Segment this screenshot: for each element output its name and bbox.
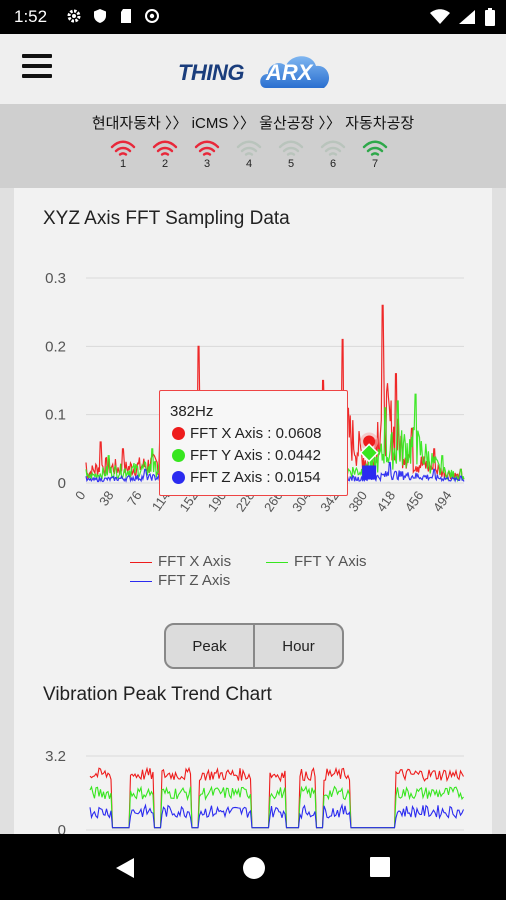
trend-line-x [89,766,464,829]
sensor-number: 3 [203,158,211,170]
wifi-signal-icon [362,140,388,156]
sensor-7[interactable]: 7 [360,140,390,170]
x-tick-label: 380 [345,488,370,514]
tooltip-y-value: FFT Y Axis : 0.0442 [190,447,321,464]
y-tick-label: 0.3 [45,270,66,287]
x-tick-label: 418 [374,488,399,514]
sensor-5[interactable]: 5 [276,140,306,170]
z-axis-dot-icon [172,471,185,484]
y-axis-dot-icon [172,449,185,462]
wifi-signal-icon [278,140,304,156]
hour-button[interactable]: Hour [255,625,342,667]
logo-text-thing: THING [178,60,244,85]
breadcrumb: 현대자동차 〉〉 iCMS 〉〉 울산공장 〉〉 자동차공장 [91,115,415,132]
home-icon[interactable] [242,856,266,880]
signal-icon [458,9,476,30]
sensor-number: 4 [245,158,253,170]
trend-chart-title: Vibration Peak Trend Chart [43,684,272,705]
legend-y[interactable]: FFT Y Axis [266,553,367,570]
highlight-y-point [359,443,379,463]
x-axis-dot-icon [172,427,185,440]
system-nav-bar [0,834,506,900]
wifi-icon [430,9,450,30]
x-tick-label: 0 [72,488,88,503]
y-tick-label: 0 [58,822,66,834]
x-tick-label: 38 [96,488,117,508]
sensor-number: 5 [287,158,295,170]
legend-y-label: FFT Y Axis [294,553,367,570]
thingarx-logo: THING ARX [178,48,334,92]
cloud-icon [260,56,330,88]
tooltip-row-x: FFT X Axis : 0.0608 [172,425,321,442]
highlight-x-point [363,435,376,448]
recents-icon[interactable] [369,856,391,878]
chart-mode-toggle: Peak Hour [164,623,344,669]
sensor-list: 1 2 3 4 5 6 7 [108,140,390,170]
sensor-3[interactable]: 3 [192,140,222,170]
tooltip-z-value: FFT Z Axis : 0.0154 [190,469,321,486]
left-gutter [0,188,14,834]
shield-icon [92,8,108,24]
gear-icon [66,8,82,24]
legend-z-label: FFT Z Axis [158,572,231,589]
y-tick-label: 0.2 [45,338,66,355]
location-bar: 현대자동차 〉〉 iCMS 〉〉 울산공장 〉〉 자동차공장 1 2 3 4 5 6 7 [0,104,506,188]
tooltip-x-value: FFT X Axis : 0.0608 [190,425,322,442]
trend-line-z [89,803,465,829]
wifi-signal-icon [152,140,178,156]
right-gutter [492,188,506,834]
x-tick-label: 494 [430,488,455,514]
peak-button[interactable]: Peak [166,625,253,667]
app-header: THING ARX [0,34,506,104]
y-tick-label: 0 [58,475,66,492]
tooltip-frequency: 382Hz [170,403,214,420]
trend-line-y [89,785,464,829]
sensor-2[interactable]: 2 [150,140,180,170]
wifi-signal-icon [110,140,136,156]
legend-x-label: FFT X Axis [158,553,232,570]
sensor-number: 2 [161,158,169,170]
y-tick-label: 0.1 [45,407,66,424]
sd-card-icon [118,8,134,24]
at-sync-icon [144,8,160,24]
legend-z[interactable]: FFT Z Axis [130,572,230,589]
back-icon[interactable] [114,856,136,880]
battery-icon [484,8,496,31]
highlight-z-point [362,465,377,480]
sensor-6[interactable]: 6 [318,140,348,170]
wifi-signal-icon [236,140,262,156]
logo-text-arx: ARX [266,60,313,85]
tooltip-row-z: FFT Z Axis : 0.0154 [172,469,321,486]
sensor-number: 6 [329,158,337,170]
sensor-1[interactable]: 1 [108,140,138,170]
status-bar: 1:52 [0,0,506,34]
status-time: 1:52 [14,7,48,26]
fft-chart-title: XYZ Axis FFT Sampling Data [43,208,290,229]
legend-x[interactable]: FFT X Axis [130,553,231,570]
sensor-4[interactable]: 4 [234,140,264,170]
x-tick-label: 456 [402,488,427,514]
tooltip-row-y: FFT Y Axis : 0.0442 [172,447,321,464]
chart-tooltip: 382Hz FFT X Axis : 0.0608 FFT Y Axis : 0… [159,390,348,496]
hamburger-menu-icon[interactable] [22,54,52,80]
dashboard-content[interactable]: XYZ Axis FFT Sampling Data 0 0.1 0.2 0.3 0 38… [14,188,492,834]
y-tick-label: 3.2 [45,748,66,765]
trend-chart[interactable]: 3.20 [14,728,492,834]
wifi-signal-icon [194,140,220,156]
wifi-signal-icon [320,140,346,156]
x-tick-label: 76 [124,488,145,508]
sensor-number: 1 [119,158,127,170]
sensor-number: 7 [371,158,379,170]
